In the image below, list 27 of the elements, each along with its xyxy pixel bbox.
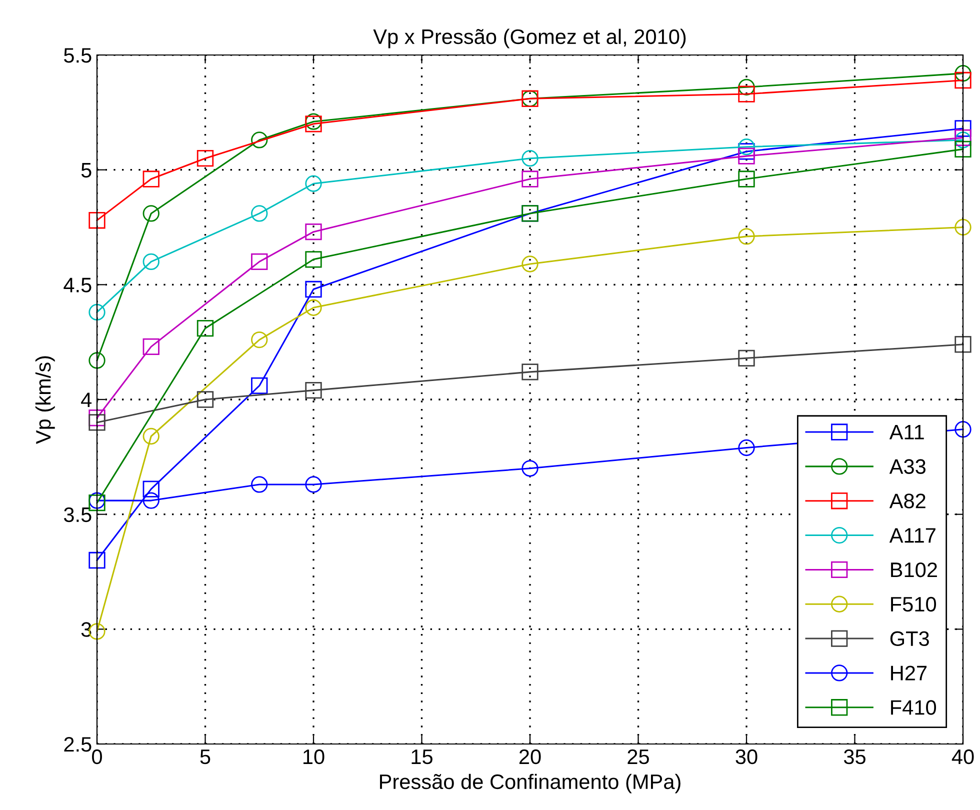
- x-tick-label: 0: [92, 749, 102, 764]
- x-tick-label: 40: [952, 749, 974, 764]
- legend-label: A11: [889, 424, 924, 440]
- x-tick-label: 35: [844, 749, 866, 764]
- y-tick-label: 4.5: [64, 278, 92, 292]
- legend-label: B102: [891, 562, 937, 578]
- y-axis-title: Vp (km/s): [35, 356, 55, 444]
- x-axis-title: Pressão de Confinamento (MPa): [380, 774, 680, 794]
- x-tick-label: 20: [519, 749, 541, 764]
- legend-label: F410: [891, 700, 936, 715]
- y-tick-label: 5: [81, 163, 92, 178]
- legend-label: A117: [889, 528, 936, 543]
- y-tick-label: 2.5: [64, 737, 92, 752]
- legend-label: H27: [891, 666, 927, 680]
- legend-label: A33: [889, 459, 926, 474]
- legend-label: F510: [891, 596, 936, 612]
- x-tick-label: 5: [200, 750, 210, 764]
- chart-title: Vp x Pressão (Gomez et al, 2010): [373, 28, 686, 48]
- y-tick-label: 3.5: [64, 507, 92, 522]
- legend-label: GT3: [890, 631, 929, 646]
- x-tick-label: 15: [412, 750, 432, 764]
- x-tick-label: 30: [736, 749, 758, 764]
- legend-label: A82: [889, 494, 926, 508]
- y-tick-label: 4: [81, 392, 92, 408]
- x-tick-label: 10: [304, 749, 324, 764]
- x-tick-label: 25: [628, 749, 649, 764]
- y-tick-label: 5.5: [64, 48, 92, 63]
